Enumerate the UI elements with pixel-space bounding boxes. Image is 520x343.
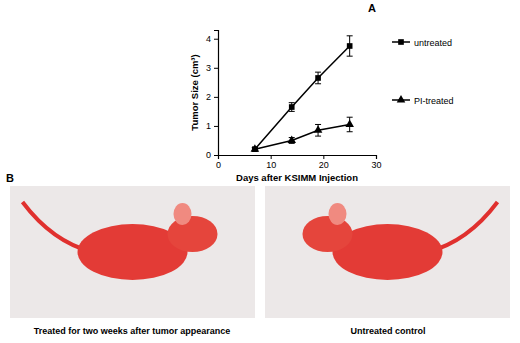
annotation: A [368, 2, 376, 14]
tick-label: 30 [371, 160, 381, 170]
tick: 20 [319, 155, 329, 170]
legend-marker [397, 95, 406, 102]
photo-background [265, 186, 510, 318]
photo-head [168, 216, 218, 252]
error-bar-cap [347, 117, 353, 118]
legend-item: PI-treated [392, 95, 454, 105]
x-axis-title: Days after KSIMM Injection [236, 172, 358, 183]
marker [345, 120, 354, 127]
y-axis-title: Tumor Size (cm³) [189, 54, 200, 130]
error-bar-cap [289, 143, 295, 144]
tick: 4 [206, 34, 218, 44]
photo-ear [329, 203, 347, 225]
legend-label: PI-treated [414, 96, 454, 106]
error-bar-cap [315, 83, 321, 84]
axis-line [214, 31, 219, 156]
legend-label: untreated [414, 38, 452, 48]
tick-label: 0 [216, 160, 221, 170]
marker [315, 75, 321, 81]
tick-mark [214, 126, 218, 127]
error-bar [347, 36, 353, 56]
tick-mark [214, 97, 218, 98]
error-bar-cap [347, 35, 353, 36]
annotation: Treated for two weeks after tumor appear… [34, 326, 231, 336]
tick-mark [214, 155, 218, 156]
tick: 3 [206, 63, 218, 73]
error-bar-cap [289, 102, 295, 103]
tick: 0 [206, 150, 218, 160]
series-line [255, 124, 350, 149]
error-bar-cap [315, 72, 321, 73]
series-line [255, 46, 350, 149]
tick-label: 3 [206, 63, 211, 73]
tick-label: 0 [206, 150, 211, 160]
figure: 0 10 20 30 0 1 2 3 4 Days after KSIMM Injection Tu… [0, 0, 520, 343]
error-bar [289, 103, 295, 112]
error-bar-cap [347, 56, 353, 57]
error-bar-cap [315, 136, 321, 137]
marker [251, 144, 260, 151]
tick-label: 4 [206, 34, 211, 44]
legend-item: untreated [392, 38, 452, 48]
tick-mark [214, 39, 218, 40]
tick: 2 [206, 92, 218, 102]
marker [314, 125, 323, 132]
photo-head [303, 216, 353, 252]
error-bar-cap [315, 124, 321, 125]
tick-label: 1 [206, 121, 211, 131]
tick-label: 10 [266, 160, 276, 170]
photos [10, 186, 510, 318]
legend: untreated PI-treated [392, 38, 454, 106]
tick-mark [271, 155, 272, 159]
tick-mark [376, 155, 377, 159]
x-axis: 0 10 20 30 [216, 155, 382, 170]
tick-label: 2 [206, 92, 211, 102]
legend-marker [398, 39, 404, 45]
y-axis: 0 1 2 3 4 [206, 31, 219, 161]
axis-line [219, 156, 377, 160]
marker [347, 43, 353, 49]
tick-mark [214, 68, 218, 69]
error-bar-cap [289, 111, 295, 112]
tick: 30 [371, 155, 381, 170]
tick: 10 [266, 155, 276, 170]
tick: 0 [216, 155, 221, 170]
marker [289, 104, 295, 110]
tick-mark [323, 155, 324, 159]
photo-ear [174, 203, 192, 225]
tick-label: 20 [319, 160, 329, 170]
photo-background [10, 186, 255, 318]
tick: 1 [206, 121, 218, 131]
plot-area [251, 36, 354, 152]
marker [287, 136, 296, 143]
error-bar [315, 72, 321, 84]
annotation: Untreated control [350, 326, 425, 336]
error-bar-cap [347, 131, 353, 132]
annotation: B [6, 172, 14, 184]
